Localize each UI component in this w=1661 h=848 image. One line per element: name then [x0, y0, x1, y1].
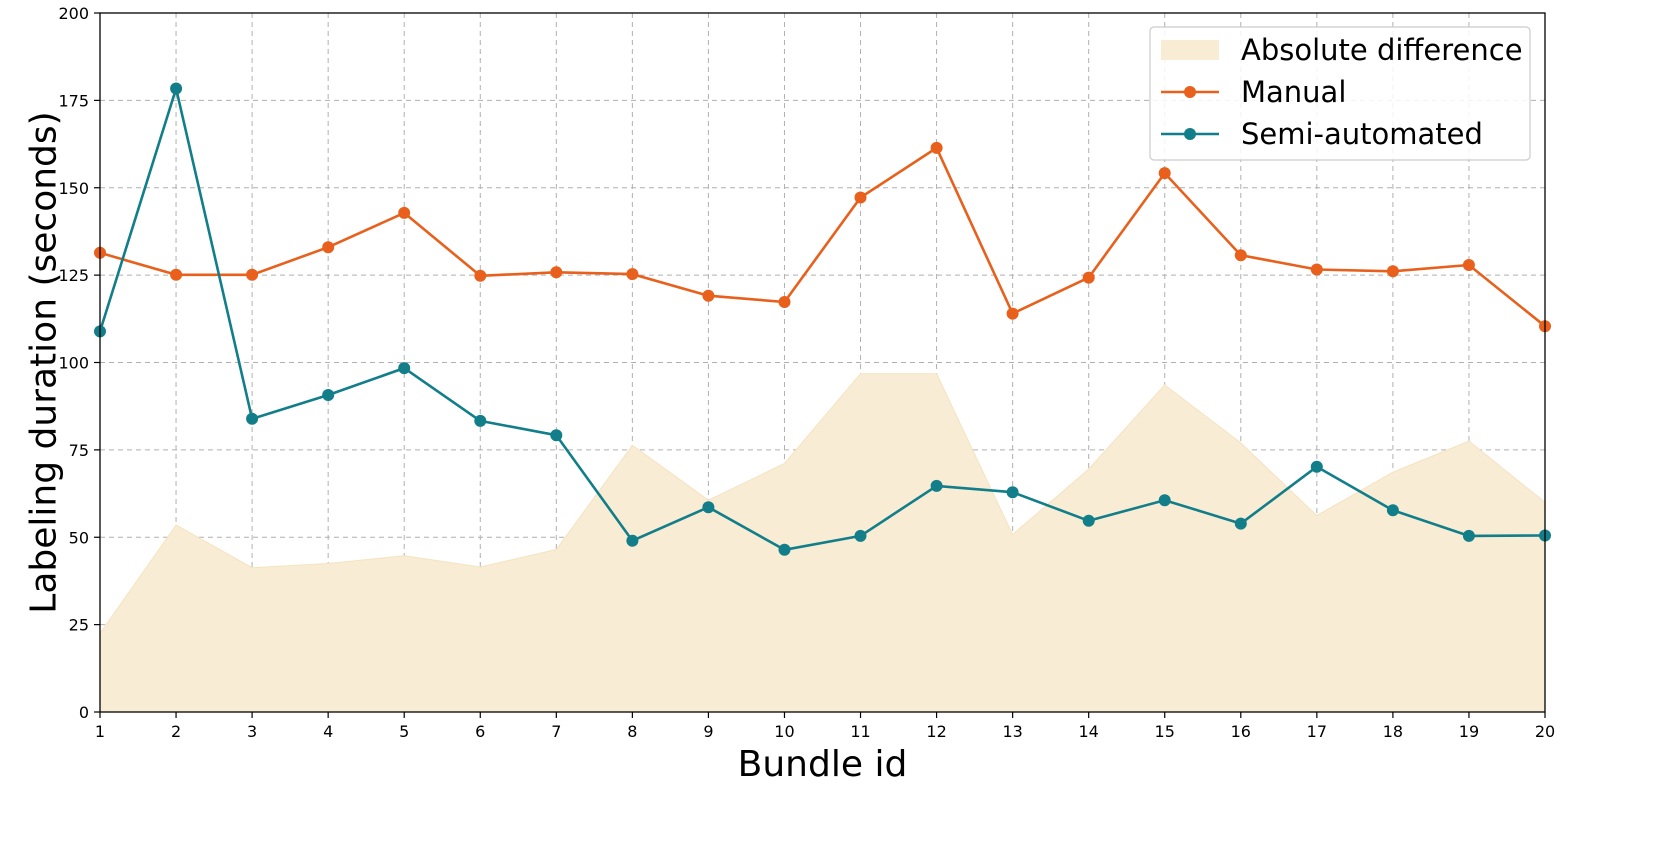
- point-manual: [1082, 271, 1095, 284]
- line-manual: [99, 146, 1546, 328]
- point-semi-automated: [550, 429, 563, 442]
- point-manual: [1310, 263, 1323, 276]
- legend-swatch-absolute-difference: [1161, 40, 1219, 60]
- y-tick-label: 175: [58, 91, 89, 110]
- x-tick-label: 9: [703, 722, 713, 741]
- y-axis-title: Labeling duration (seconds): [24, 111, 65, 613]
- legend-marker-manual: [1184, 86, 1196, 98]
- x-tick-label: 3: [247, 722, 257, 741]
- legend-marker-semi-automated: [1184, 128, 1196, 140]
- line-layer: [98, 87, 1546, 552]
- point-manual: [170, 268, 183, 281]
- point-semi-automated: [702, 501, 715, 514]
- point-manual: [1386, 265, 1399, 278]
- point-semi-automated: [854, 529, 867, 542]
- y-tick-label: 25: [69, 616, 89, 635]
- point-manual: [398, 206, 411, 219]
- point-semi-automated: [1310, 460, 1323, 473]
- y-tick-label: 100: [58, 354, 89, 373]
- x-tick-label: 16: [1231, 722, 1251, 741]
- point-manual: [778, 296, 791, 308]
- legend: Absolute difference Manual Semi-automated: [1149, 26, 1531, 161]
- point-semi-automated: [170, 82, 183, 95]
- x-tick-label: 17: [1307, 722, 1327, 741]
- y-tick-label: 50: [69, 528, 89, 547]
- legend-label-manual: Manual: [1241, 75, 1346, 109]
- x-tick-label: 15: [1155, 722, 1175, 741]
- legend-box: [1149, 26, 1531, 161]
- line-semi-automated: [98, 87, 1546, 552]
- point-semi-automated: [246, 412, 259, 425]
- x-tick-label: 20: [1535, 722, 1555, 741]
- point-semi-automated: [778, 543, 791, 556]
- point-semi-automated: [1006, 486, 1019, 499]
- x-tick-label: 5: [399, 722, 409, 741]
- point-semi-automated: [474, 414, 487, 427]
- point-manual: [854, 191, 867, 204]
- x-tick-label: 18: [1383, 722, 1403, 741]
- point-manual: [1006, 307, 1019, 320]
- x-tick-label: 2: [171, 722, 181, 741]
- x-tick-label: 6: [475, 722, 485, 741]
- y-tick-label: 125: [58, 266, 89, 285]
- legend-label-semi-automated: Semi-automated: [1241, 117, 1483, 151]
- y-tick-label: 75: [69, 441, 89, 460]
- x-tick-label: 11: [850, 722, 870, 741]
- y-tick-label: 150: [58, 179, 89, 198]
- point-manual: [1462, 259, 1475, 271]
- x-tick-label: 14: [1079, 722, 1099, 741]
- point-manual: [246, 268, 259, 281]
- x-tick-label: 7: [551, 722, 561, 741]
- x-tick-label: 12: [926, 722, 946, 741]
- x-axis-title: Bundle id: [738, 744, 908, 785]
- point-semi-automated: [1082, 514, 1095, 527]
- point-semi-automated: [1234, 517, 1247, 530]
- x-tick-label: 4: [323, 722, 333, 741]
- legend-label-absolute-difference: Absolute difference: [1241, 33, 1523, 67]
- y-tick-label: 0: [79, 703, 89, 722]
- point-semi-automated: [398, 362, 411, 375]
- marker-layer: [94, 82, 1551, 556]
- point-manual: [550, 266, 563, 279]
- x-tick-label: 8: [627, 722, 637, 741]
- legend-items: Absolute difference Manual Semi-automated: [1161, 33, 1523, 151]
- point-semi-automated: [1158, 494, 1171, 507]
- point-semi-automated: [626, 534, 639, 547]
- point-manual: [930, 141, 943, 154]
- point-manual: [474, 269, 487, 282]
- point-manual: [1158, 167, 1171, 180]
- tick-layer: 1 2 3 4 5 6 7 8 9 10 11 12 13 14 15 16 17 18 19 20025507510…: [58, 4, 1555, 741]
- point-semi-automated: [1386, 504, 1399, 517]
- x-tick-label: 10: [774, 722, 794, 741]
- point-semi-automated: [930, 479, 943, 492]
- point-semi-automated: [1462, 529, 1475, 542]
- point-semi-automated: [322, 389, 335, 401]
- x-tick-label: 1: [95, 722, 105, 741]
- point-manual: [1234, 249, 1247, 262]
- x-tick-label: 13: [1002, 722, 1022, 741]
- x-tick-label: 19: [1459, 722, 1479, 741]
- point-manual: [322, 241, 335, 254]
- point-manual: [702, 289, 715, 302]
- y-tick-label: 200: [58, 4, 89, 23]
- point-manual: [626, 268, 639, 281]
